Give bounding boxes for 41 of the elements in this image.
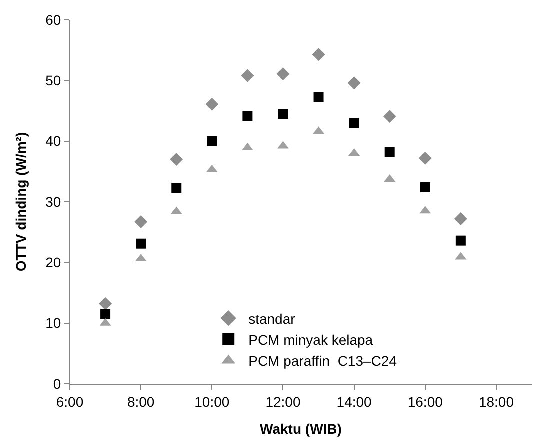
x-tick-label: 14:00 [336, 394, 372, 410]
legend-label: standar [248, 310, 296, 327]
point [384, 147, 395, 158]
legend-label: PCM paraffin C13–C24 [248, 353, 398, 370]
y-tick-label: 0 [53, 376, 62, 392]
point [100, 309, 111, 320]
point [349, 118, 360, 128]
y-tick-label: 40 [46, 133, 62, 150]
legend-label: PCM minyak kelapa [248, 332, 374, 348]
x-tick-label: 18:00 [478, 394, 514, 410]
x-tick-label: 8:00 [127, 394, 155, 410]
x-tick-label: 10:00 [194, 394, 230, 410]
point [383, 110, 396, 123]
x-tick-label: 16:00 [408, 394, 444, 410]
y-axis-title: OTTV dinding (W/m²) [13, 132, 30, 272]
point [314, 92, 324, 102]
point [278, 109, 288, 120]
point [454, 212, 468, 226]
point [207, 136, 218, 146]
point [276, 67, 290, 80]
point [136, 238, 146, 249]
x-axis-title: Waktu (WIB) [260, 421, 342, 438]
point [242, 111, 253, 122]
point [418, 152, 432, 165]
point [241, 69, 254, 82]
y-tick-label: 20 [46, 254, 62, 271]
y-tick-label: 60 [46, 12, 62, 28]
point [456, 236, 466, 246]
point [206, 98, 219, 111]
point [99, 297, 112, 310]
point [172, 183, 182, 194]
y-tick-label: 50 [46, 72, 62, 89]
y-tick-label: 30 [46, 194, 62, 210]
point [348, 76, 361, 90]
point [170, 153, 184, 166]
x-tick-label: 6:00 [56, 394, 84, 410]
point [420, 182, 430, 192]
point [134, 216, 148, 229]
y-tick-label: 10 [46, 315, 62, 332]
x-tick-label: 12:00 [266, 394, 301, 410]
point [312, 48, 326, 62]
